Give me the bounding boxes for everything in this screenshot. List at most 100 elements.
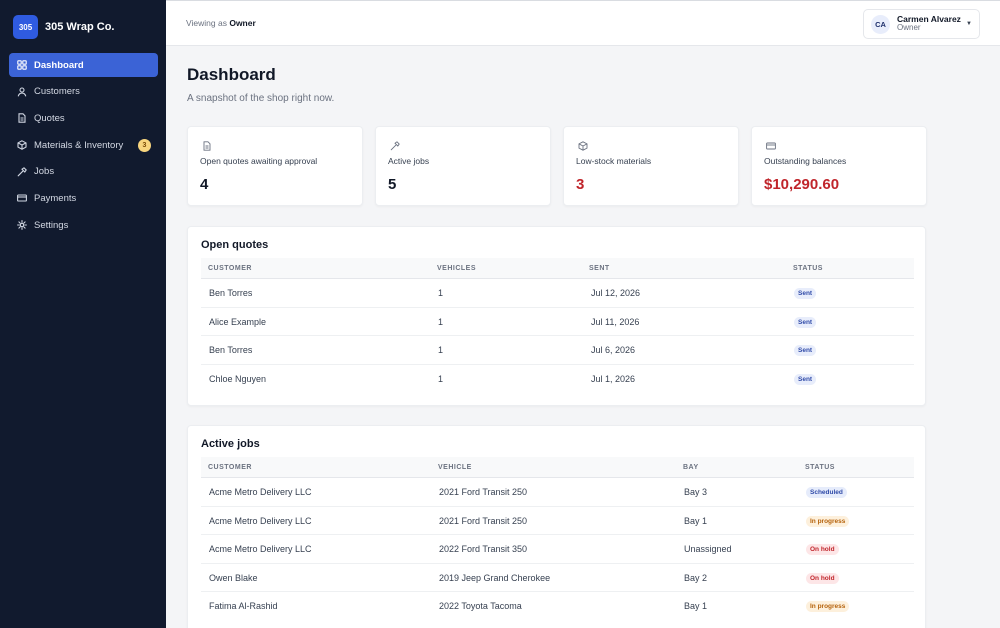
sidebar: 305 305 Wrap Co. Dashboard Customers Quo… — [0, 0, 166, 628]
stat-card-active-jobs[interactable]: Active jobs 5 — [375, 126, 551, 206]
column-header: VEHICLES — [437, 265, 477, 272]
customer-cell: Ben Torres — [209, 288, 253, 298]
user-menu-button[interactable]: CA Carmen Alvarez Owner ▼ — [863, 9, 980, 39]
bay-cell: Unassigned — [684, 544, 732, 554]
sidebar-item-label: Dashboard — [34, 59, 84, 71]
stat-label: Low-stock materials — [576, 156, 652, 166]
user-role: Owner — [897, 23, 921, 33]
grid-icon — [17, 60, 27, 70]
table-row[interactable]: Acme Metro Delivery LLC 2022 Ford Transi… — [201, 535, 914, 564]
table-row[interactable]: Ben Torres 1 Jul 6, 2026 Sent — [201, 336, 914, 365]
credit-card-icon — [766, 138, 776, 150]
sidebar-item-settings[interactable]: Settings — [9, 213, 158, 237]
hammer-icon — [390, 138, 400, 151]
column-header: BAY — [683, 464, 699, 471]
sidebar-nav: Dashboard Customers Quotes Materials & I… — [9, 53, 158, 240]
active-jobs-card: Active jobs CUSTOMER VEHICLE BAY STATUS … — [187, 425, 926, 628]
column-header: STATUS — [793, 265, 823, 272]
status-badge: On hold — [806, 544, 839, 555]
sent-cell: Jul 11, 2026 — [591, 316, 640, 327]
column-header: CUSTOMER — [208, 265, 252, 272]
sidebar-item-payments[interactable]: Payments — [9, 186, 158, 210]
table-row[interactable]: Owen Blake 2019 Jeep Grand Cherokee Bay … — [201, 564, 914, 592]
active-jobs-table: CUSTOMER VEHICLE BAY STATUS Acme Metro D… — [201, 457, 914, 621]
status-badge: Sent — [794, 288, 817, 299]
vehicles-cell: 1 — [438, 288, 444, 298]
status-badge: Sent — [794, 373, 817, 385]
table-row[interactable]: Acme Metro Delivery LLC 2021 Ford Transi… — [201, 507, 914, 535]
stat-value: $10,290.60 — [764, 176, 840, 193]
stat-label: Outstanding balances — [764, 156, 847, 166]
bay-cell: Bay 3 — [684, 487, 708, 497]
brand[interactable]: 305 305 Wrap Co. — [0, 0, 166, 54]
bay-cell: Bay 1 — [684, 601, 708, 611]
stats-row: Open quotes awaiting approval 4 Active j… — [187, 126, 927, 206]
stat-value: 4 — [200, 176, 209, 193]
sidebar-item-quotes[interactable]: Quotes — [9, 106, 158, 130]
sidebar-item-label: Materials & Inventory — [34, 139, 124, 151]
status-badge: Scheduled — [806, 487, 847, 498]
column-header: VEHICLE — [438, 464, 472, 471]
sidebar-item-materials-inventory[interactable]: Materials & Inventory 3 — [9, 133, 158, 157]
stat-card-low-stock[interactable]: Low-stock materials 3 — [563, 126, 739, 206]
status-badge: On hold — [806, 572, 839, 584]
stat-card-outstanding-balances[interactable]: Outstanding balances $10,290.60 — [751, 126, 927, 206]
vehicle-cell: 2022 Ford Transit 350 — [439, 544, 528, 554]
vehicle-cell: 2019 Jeep Grand Cherokee — [439, 572, 551, 583]
customer-cell: Fatima Al-Rashid — [209, 601, 278, 611]
box-icon — [578, 138, 588, 151]
gear-icon — [17, 220, 27, 231]
user-name: Carmen Alvarez — [897, 13, 961, 24]
stat-value: 3 — [576, 176, 585, 193]
sent-cell: Jul 12, 2026 — [591, 288, 641, 298]
bay-cell: Bay 1 — [684, 515, 708, 526]
status-badge: In progress — [806, 515, 850, 527]
sidebar-item-label: Payments — [34, 192, 77, 204]
user-info: Carmen Alvarez Owner — [897, 13, 961, 33]
card-title: Active jobs — [201, 438, 260, 450]
sidebar-item-dashboard[interactable]: Dashboard — [9, 53, 158, 77]
customer-cell: Acme Metro Delivery LLC — [209, 515, 312, 526]
bay-cell: Bay 2 — [684, 572, 708, 583]
column-header: STATUS — [805, 464, 835, 471]
table-row[interactable]: Fatima Al-Rashid 2022 Toyota Tacoma Bay … — [201, 592, 914, 621]
sidebar-item-jobs[interactable]: Jobs — [9, 160, 158, 184]
customer-cell: Ben Torres — [209, 345, 253, 355]
low-stock-count-badge: 3 — [138, 138, 151, 152]
viewing-as-role: Owner — [229, 18, 256, 28]
customer-cell: Acme Metro Delivery LLC — [209, 544, 312, 554]
sidebar-item-customers[interactable]: Customers — [9, 80, 158, 104]
customer-cell: Acme Metro Delivery LLC — [209, 487, 312, 497]
viewing-as-prefix: Viewing as — [186, 18, 227, 28]
table-row[interactable]: Chloe Nguyen 1 Jul 1, 2026 Sent — [201, 365, 914, 394]
table-header: CUSTOMER VEHICLE BAY STATUS — [201, 457, 914, 478]
status-badge: In progress — [806, 601, 850, 612]
topbar: Viewing as Owner CA Carmen Alvarez Owner… — [166, 0, 1000, 46]
table-row[interactable]: Alice Example 1 Jul 11, 2026 Sent — [201, 308, 914, 336]
brand-name: 305 Wrap Co. — [45, 21, 115, 33]
vehicles-cell: 1 — [438, 345, 444, 355]
table-header: CUSTOMER VEHICLES SENT STATUS — [201, 258, 914, 279]
document-icon — [17, 113, 27, 124]
vehicle-cell: 2022 Toyota Tacoma — [439, 601, 522, 611]
vehicle-cell: 2021 Ford Transit 250 — [439, 515, 528, 526]
stat-card-open-quotes[interactable]: Open quotes awaiting approval 4 — [187, 126, 363, 206]
avatar: CA — [871, 14, 890, 34]
column-header: SENT — [589, 265, 610, 272]
viewing-as-text: Viewing as Owner — [186, 18, 256, 28]
table-row[interactable]: Ben Torres 1 Jul 12, 2026 Sent — [201, 279, 914, 308]
status-badge: Sent — [794, 316, 817, 328]
stat-label: Open quotes awaiting approval — [200, 156, 318, 166]
brand-logo: 305 — [13, 15, 38, 39]
table-row[interactable]: Acme Metro Delivery LLC 2021 Ford Transi… — [201, 478, 914, 507]
stat-value: 5 — [388, 176, 397, 193]
vehicle-cell: 2021 Ford Transit 250 — [439, 487, 528, 497]
sidebar-item-label: Settings — [34, 219, 69, 231]
vehicles-cell: 1 — [438, 373, 444, 384]
page-subtitle: A snapshot of the shop right now. — [187, 93, 335, 104]
user-icon — [17, 87, 27, 97]
main-content: Dashboard A snapshot of the shop right n… — [166, 47, 1000, 628]
hammer-icon — [17, 166, 27, 177]
vehicles-cell: 1 — [438, 316, 444, 327]
customer-cell: Owen Blake — [209, 572, 258, 583]
